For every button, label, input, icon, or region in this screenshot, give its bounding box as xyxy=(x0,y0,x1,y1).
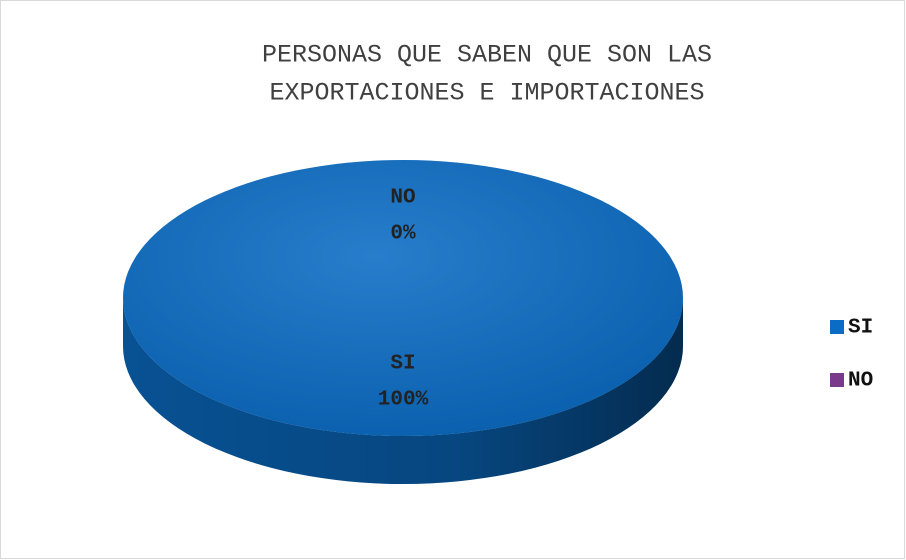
legend-label: SI xyxy=(848,317,873,340)
chart-title: PERSONAS QUE SABEN QUE SON LAS xyxy=(262,41,712,70)
pie-side-shade xyxy=(123,298,683,484)
data-label-name: SI xyxy=(390,352,415,375)
data-label-value: 0% xyxy=(390,223,416,246)
data-label-name: NO xyxy=(390,187,415,210)
pie-slice-shine xyxy=(123,160,683,436)
legend-swatch xyxy=(830,320,844,334)
chart-title: EXPORTACIONES E IMPORTACIONES xyxy=(269,79,704,108)
data-label-value: 100% xyxy=(378,388,429,411)
legend-label: NO xyxy=(848,370,873,393)
legend-swatch xyxy=(830,373,844,387)
